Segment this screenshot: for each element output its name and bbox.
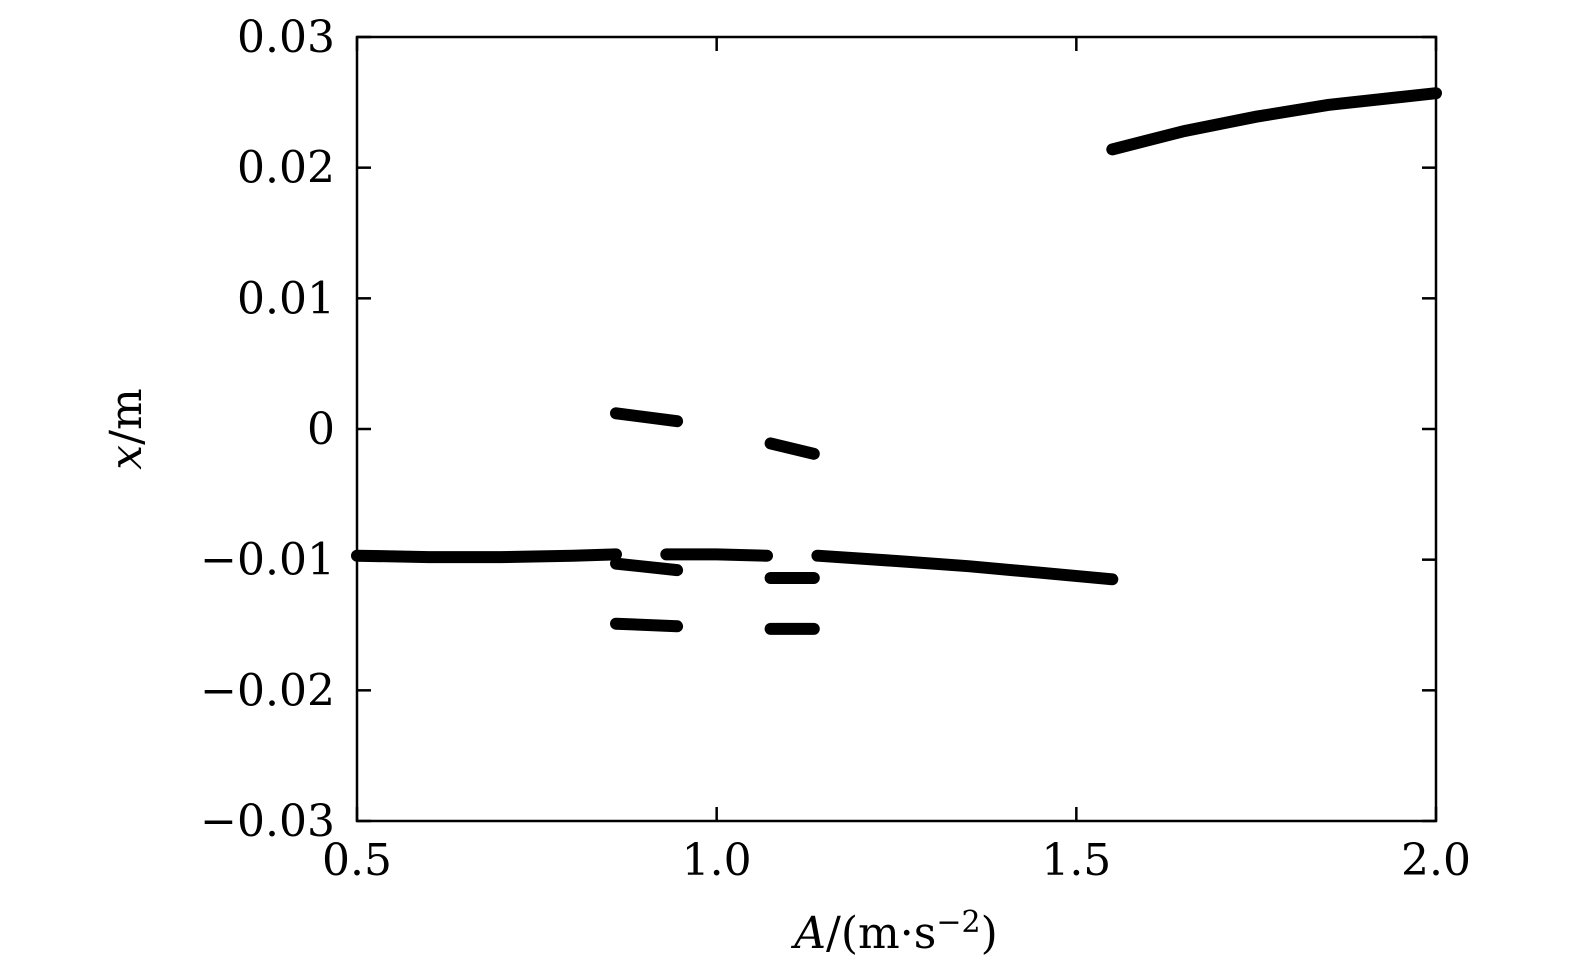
x-axis-label-var: A [790, 908, 826, 959]
x-tick-label: 1.5 [1041, 835, 1111, 886]
branch-5 [660, 548, 773, 562]
plot-frame [355, 35, 1438, 823]
tick-labels: 0.5 1.0 1.5 2.0 0.03 0.02 0.01 0 −0.01 −0.02 −0.03 [200, 12, 1471, 886]
branch-6 [764, 437, 820, 460]
branch-1 [351, 548, 622, 564]
x-tick-label: 1.0 [682, 835, 752, 886]
x-tick-label: 0.5 [322, 835, 392, 886]
y-tick-label: 0.01 [237, 273, 335, 324]
x-axis-label-unit: /(m·s [826, 908, 936, 959]
branch-4 [610, 617, 684, 633]
branch-2 [610, 407, 684, 428]
data-marks [351, 87, 1442, 635]
y-axis-label-unit: /m [101, 388, 152, 445]
x-axis-label-close: ) [981, 908, 998, 959]
y-tick-label: −0.02 [200, 665, 335, 716]
y-tick-label: −0.01 [200, 535, 335, 586]
y-tick-label: 0.02 [237, 143, 335, 194]
y-axis-label-var: x [101, 445, 152, 470]
x-axis-label: A/(m·s−2) [790, 905, 997, 959]
y-tick-label: 0.03 [237, 12, 335, 63]
branch-3 [610, 557, 684, 577]
branch-9 [811, 549, 1119, 586]
branch-10 [1106, 87, 1442, 156]
x-axis-label-exp: −2 [936, 905, 980, 940]
y-axis-label: x/m [101, 388, 152, 469]
axis-ticks [355, 35, 1438, 823]
y-tick-label: −0.03 [200, 796, 335, 847]
y-tick-label: 0 [307, 404, 335, 455]
x-tick-label: 2.0 [1401, 835, 1471, 886]
